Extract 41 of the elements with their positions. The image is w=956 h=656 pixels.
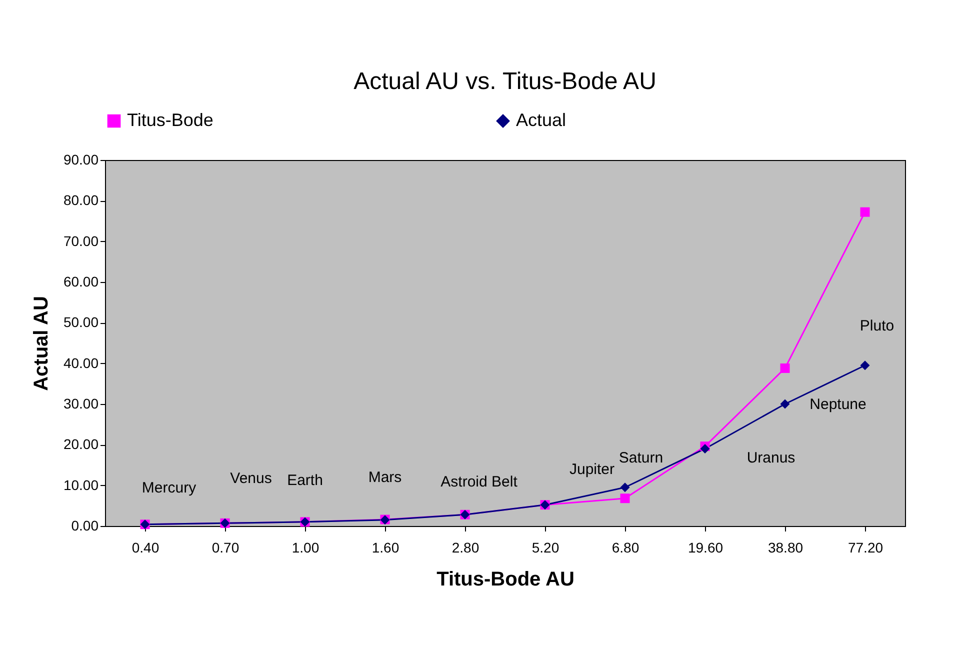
annotation: Mars [368, 468, 402, 486]
x-tick-label: 1.60 [372, 540, 400, 556]
annotation: Earth [287, 472, 323, 489]
x-tick-label: 1.00 [292, 540, 320, 556]
point [860, 207, 870, 217]
annotation: Venus [230, 470, 272, 488]
chart-title: Actual AU vs. Titus-Bode AU [354, 68, 656, 95]
annotation: Jupiter [569, 460, 615, 478]
legend-label: Titus-Bode [127, 110, 214, 130]
x-tick-label: 19.60 [688, 540, 724, 556]
point [620, 494, 630, 504]
annotation: Saturn [618, 449, 664, 466]
y-tick-label: 10.00 [63, 476, 99, 493]
legend-label: Actual [516, 110, 566, 130]
point [780, 363, 790, 373]
x-tick-label: 38.80 [768, 540, 804, 556]
y-tick-label: 20.00 [63, 436, 99, 452]
y-tick-label: 0.00 [71, 518, 99, 534]
annotation: Uranus [746, 450, 796, 467]
y-tick-label: 90.00 [63, 152, 99, 168]
x-tick-label: 77.20 [848, 540, 884, 556]
annotation: Mercury [142, 479, 197, 496]
y-tick-label: 70.00 [63, 232, 99, 249]
point [780, 399, 790, 409]
y-tick-label: 30.00 [63, 396, 99, 412]
annotation: Astroid Belt [440, 474, 518, 491]
y-tick-label: 80.00 [63, 192, 99, 208]
annotation: Pluto [860, 317, 894, 334]
x-axis-title: Titus-Bode AU [436, 568, 574, 590]
x-tick-label: 5.20 [532, 540, 560, 556]
annotation: Neptune [810, 396, 866, 413]
point [620, 482, 630, 492]
x-tick-label: 2.80 [452, 540, 480, 556]
y-axis-title: Actual AU [30, 296, 52, 391]
x-tick-label: 6.80 [612, 540, 640, 556]
x-tick-label: 0.40 [132, 540, 160, 556]
y-tick-label: 60.00 [63, 274, 99, 290]
y-tick-label: 40.00 [63, 354, 99, 371]
x-tick-label: 0.70 [212, 540, 240, 556]
y-tick-label: 50.00 [63, 314, 99, 330]
point [860, 360, 870, 370]
